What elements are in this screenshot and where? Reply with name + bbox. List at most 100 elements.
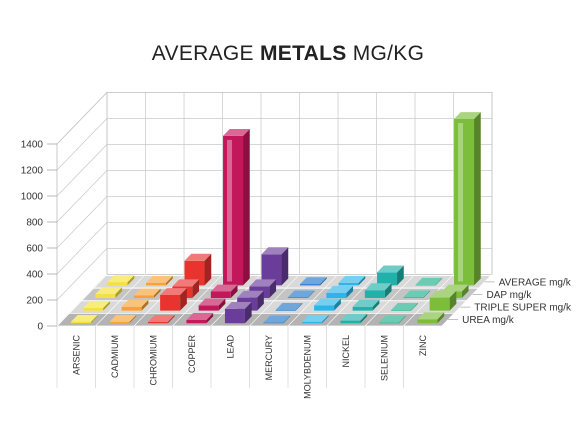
- bar-side: [103, 301, 110, 311]
- bar-side: [397, 265, 404, 286]
- bar-front: [338, 282, 359, 286]
- bar-side: [167, 314, 175, 324]
- bar-side: [153, 288, 161, 299]
- title-prefix: AVERAGE: [151, 42, 260, 65]
- bar-chromium-1: [160, 288, 187, 311]
- bar-side: [283, 315, 291, 324]
- bar-top: [107, 275, 135, 283]
- bar-top: [429, 290, 457, 298]
- y-tick-label: 600: [26, 244, 43, 255]
- bar-copper-1: [198, 298, 226, 311]
- x-tick-label: ZINC: [418, 335, 428, 356]
- bar-front: [147, 321, 168, 324]
- x-tick-label: CHROMIUM: [148, 335, 158, 386]
- bar-cadmium-3: [146, 275, 173, 286]
- bar-top: [95, 287, 123, 295]
- bar-side: [218, 298, 226, 311]
- bar-front: [403, 297, 424, 299]
- bar-side: [141, 299, 149, 311]
- bar-top: [109, 314, 137, 322]
- bar-top: [403, 290, 431, 298]
- x-tick-label: CADMIUM: [110, 335, 120, 378]
- bar-side: [398, 315, 406, 324]
- series-label: UREA mg/k: [462, 315, 515, 326]
- bar-top: [300, 277, 327, 285]
- bar-top: [263, 315, 291, 323]
- title-suffix: MG/KG: [346, 42, 425, 65]
- bar-top: [249, 279, 277, 287]
- bar-side: [360, 313, 368, 324]
- bar-mercury-2: [287, 290, 315, 299]
- bar-side: [411, 303, 418, 311]
- bar-front: [415, 284, 436, 286]
- x-tick-label: ARSENIC: [71, 335, 81, 376]
- bar-top: [70, 314, 98, 322]
- title-bold: METALS: [260, 42, 347, 65]
- series-label: DAP mg/k: [487, 290, 533, 301]
- bar-top: [338, 275, 366, 283]
- bar-side: [307, 290, 315, 299]
- bar-side: [166, 275, 173, 286]
- x-tick-label: LEAD: [225, 335, 235, 359]
- bar-top: [184, 253, 212, 261]
- bar-highlight: [227, 139, 233, 282]
- bar-side: [281, 247, 289, 286]
- bar-side: [435, 277, 443, 286]
- bar-front: [109, 321, 130, 324]
- bar-molybdenum-2: [326, 285, 354, 299]
- bar-nickel-1: [352, 299, 380, 311]
- bar-front: [263, 322, 284, 324]
- bar-side: [180, 288, 187, 311]
- bar-arsenic-2: [95, 287, 123, 299]
- bar-zinc-3: [454, 112, 481, 286]
- floor-divider: [249, 274, 300, 327]
- bar-copper-2: [210, 284, 238, 299]
- bar-side: [384, 283, 392, 299]
- bar-top: [146, 275, 173, 283]
- y-tick-label: 1200: [21, 166, 44, 177]
- bar-front: [377, 272, 398, 286]
- series-label: TRIPLE SUPER mg/k: [474, 303, 572, 314]
- bar-selenium-0: [378, 315, 406, 324]
- bar-molybdenum-0: [301, 314, 329, 324]
- bar-top: [261, 247, 289, 255]
- bar-front: [184, 260, 205, 286]
- y-tick-label: 800: [26, 218, 43, 229]
- y-tick-label: 0: [37, 322, 43, 333]
- bar-side: [321, 314, 329, 324]
- bar-side: [115, 287, 123, 299]
- bar-front: [429, 297, 450, 311]
- bar-front: [186, 319, 207, 324]
- floor-divider: [326, 274, 377, 327]
- bar-top: [340, 313, 368, 321]
- bar-side: [90, 314, 98, 324]
- x-tick-label: MERCURY: [264, 335, 274, 380]
- bar-nickel-2: [364, 283, 392, 299]
- bar-top: [454, 112, 481, 120]
- bar-front: [107, 282, 128, 286]
- bar-side: [295, 303, 303, 311]
- y-tick-label: 400: [26, 270, 43, 281]
- bar-front: [70, 321, 91, 324]
- bar-side: [192, 279, 200, 299]
- bar-top: [147, 314, 175, 322]
- bar-top: [237, 290, 264, 298]
- bar-front: [223, 135, 244, 286]
- bar-front: [224, 308, 245, 324]
- bar-front: [364, 290, 385, 299]
- bar-lead-0: [224, 301, 252, 324]
- bar-side: [423, 290, 431, 299]
- bar-front: [301, 321, 322, 324]
- bar-front: [300, 284, 321, 286]
- bar-front: [287, 297, 308, 299]
- bar-side: [206, 313, 214, 324]
- bar-side: [372, 299, 380, 311]
- bar-top: [364, 283, 392, 291]
- bar-lead-2: [249, 279, 277, 299]
- bar-nickel-0: [340, 313, 368, 324]
- bar-side: [230, 284, 238, 299]
- bar-top: [352, 299, 380, 307]
- bar-top: [133, 288, 161, 296]
- bar-top: [83, 301, 110, 309]
